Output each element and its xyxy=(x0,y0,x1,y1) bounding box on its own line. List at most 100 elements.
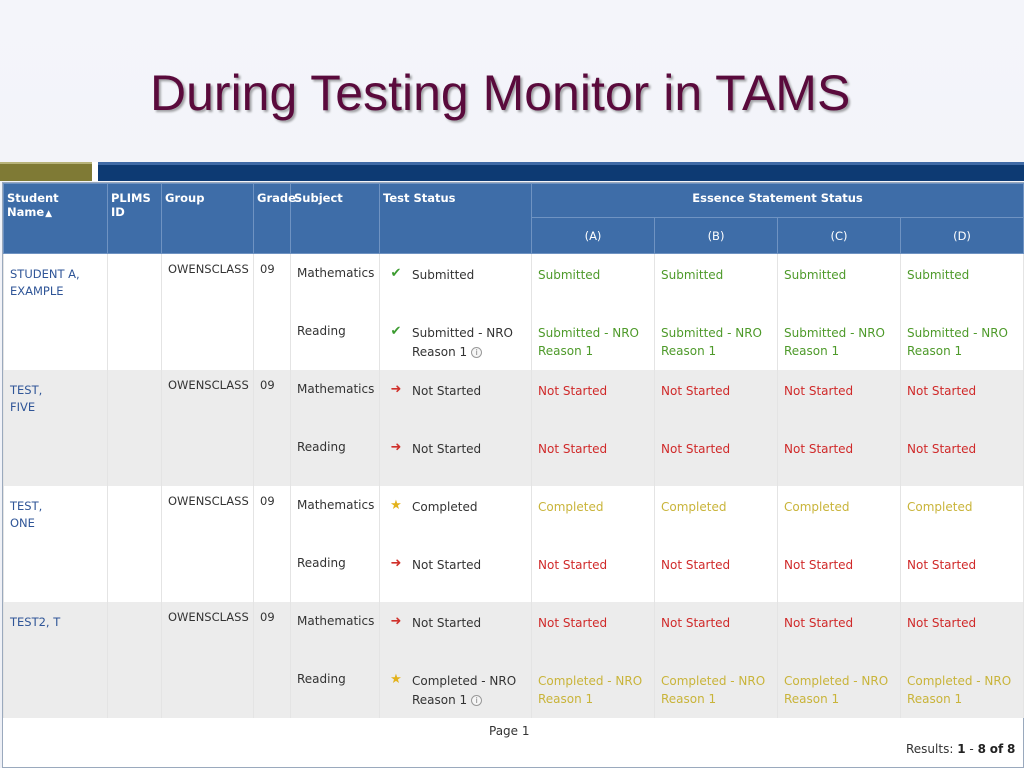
essence-status-cell: Not Started xyxy=(654,369,778,428)
group-cell: OWENSCLASS xyxy=(161,601,254,718)
test-status-cell: ✔ Submitted xyxy=(379,253,532,312)
essence-status-cell: Not Started xyxy=(777,601,901,660)
col-header-essence-d: (D) xyxy=(899,217,1024,254)
essence-status-text: Completed - NRO xyxy=(784,673,889,688)
essence-status-cell: Completed xyxy=(777,485,901,544)
grade-cell: 09 xyxy=(253,253,291,370)
info-icon[interactable]: i xyxy=(471,346,483,358)
subject-cell: Mathematics xyxy=(290,369,380,428)
table-row: Reading ➜ Not Started Not Started Not Starte… xyxy=(4,543,1024,602)
table-row: TEST, FIVE OWENSCLASS 09 Mathematics ➜ Not Sta… xyxy=(3,369,1024,486)
essence-status-text: Not Started xyxy=(538,557,608,572)
col-header-essence-b: (B) xyxy=(654,217,778,254)
essence-status-cell: Submitted - NRO Reason 1 xyxy=(654,311,778,370)
essence-status-text: Submitted xyxy=(907,268,970,282)
arrow-icon: ➜ xyxy=(390,613,402,629)
info-icon[interactable]: i xyxy=(471,694,483,706)
essence-status-reason: Reason 1 xyxy=(907,343,963,358)
subject-cell: Mathematics xyxy=(290,485,380,544)
essence-status-text: Not Started xyxy=(661,615,731,630)
essence-status-cell: Not Started xyxy=(654,601,778,660)
group-cell: OWENSCLASS xyxy=(161,485,254,602)
sort-ascending-icon[interactable]: ▲ xyxy=(45,209,53,219)
essence-status-cell: Submitted xyxy=(899,253,1024,312)
table-row: Reading ✔ Submitted - NRO Reason 1 i Submitte… xyxy=(4,311,1024,370)
slide-title: During Testing Monitor in TAMS xyxy=(150,65,851,121)
col-header-essence-status: Essence Statement Status xyxy=(530,183,1024,218)
test-status-reason: Reason 1 xyxy=(412,692,468,707)
essence-status-text: Submitted xyxy=(538,268,601,282)
test-status-cell: ➜ Not Started xyxy=(379,601,532,660)
essence-status-cell: Submitted xyxy=(531,253,655,312)
essence-status-text: Not Started xyxy=(907,383,977,398)
essence-status-text: Completed xyxy=(784,499,850,514)
essence-status-cell: Not Started xyxy=(654,543,778,602)
col-header-subject[interactable]: Subject xyxy=(290,183,380,254)
arrow-icon: ➜ xyxy=(390,439,402,455)
star-icon: ★ xyxy=(390,497,402,513)
student-name-link[interactable]: TEST, FIVE xyxy=(3,369,108,486)
title-divider-bar xyxy=(0,162,1024,181)
essence-status-text: Not Started xyxy=(661,441,731,456)
essence-status-cell: Not Started xyxy=(531,543,655,602)
divider-gap xyxy=(92,162,98,181)
student-name-link[interactable]: TEST2, T xyxy=(3,601,108,718)
essence-status-cell: Not Started xyxy=(531,369,655,428)
essence-status-text: Completed xyxy=(907,499,973,514)
col-header-grade[interactable]: Grade xyxy=(253,183,296,254)
essence-status-text: Not Started xyxy=(907,441,977,456)
table-row: TEST2, T OWENSCLASS 09 Mathematics ➜ Not Star… xyxy=(3,601,1024,718)
plims-id-cell xyxy=(107,369,162,486)
col-header-essence-c: (C) xyxy=(777,217,901,254)
student-name-line1[interactable]: TEST2, T xyxy=(10,614,61,629)
student-name-line1[interactable]: TEST, xyxy=(10,382,43,397)
student-name-line2[interactable]: FIVE xyxy=(10,399,36,414)
test-status-text: Not Started xyxy=(412,383,482,398)
subject-cell: Reading xyxy=(290,311,380,370)
table-row: STUDENT A, EXAMPLE OWENSCLASS 09 Mathematics… xyxy=(3,253,1024,370)
essence-status-text: Completed - NRO xyxy=(907,673,1012,688)
essence-status-cell: Not Started xyxy=(777,427,901,486)
essence-status-text: Submitted - NRO xyxy=(538,325,639,340)
student-name-link[interactable]: TEST, ONE xyxy=(3,485,108,602)
test-status-text: Submitted - NRO xyxy=(412,325,513,340)
page-label: Page 1 xyxy=(489,724,530,738)
student-name-line2[interactable]: EXAMPLE xyxy=(10,284,64,298)
essence-status-cell: Not Started xyxy=(899,601,1024,660)
test-status-text: Not Started xyxy=(412,615,482,630)
col-header-plims-id[interactable]: PLIMS ID xyxy=(107,183,162,254)
col-header-group[interactable]: Group xyxy=(161,183,254,254)
subject-cell: Reading xyxy=(290,427,380,486)
test-status-text: Not Started xyxy=(412,441,482,456)
essence-status-text: Not Started xyxy=(538,441,608,456)
plims-id-cell xyxy=(107,253,162,370)
essence-status-cell: Submitted xyxy=(777,253,901,312)
test-status-text: Completed - NRO xyxy=(412,673,517,688)
plims-id-cell xyxy=(107,485,162,602)
subject-cell: Reading xyxy=(290,659,380,718)
table-row: TEST, ONE OWENSCLASS 09 Mathematics ★ Complete… xyxy=(3,485,1024,602)
arrow-icon: ➜ xyxy=(390,381,402,397)
essence-status-cell: Not Started xyxy=(777,543,901,602)
subject-cell: Mathematics xyxy=(290,601,380,660)
essence-status-text: Not Started xyxy=(661,383,731,398)
essence-status-reason: Reason 1 xyxy=(538,343,594,358)
divider-blue-segment xyxy=(98,162,1024,181)
test-status-text: Completed xyxy=(412,499,478,514)
student-name-line2[interactable]: ONE xyxy=(10,515,35,530)
essence-status-text: Not Started xyxy=(784,615,854,630)
student-name-line1[interactable]: TEST, xyxy=(10,498,43,513)
essence-status-reason: Reason 1 xyxy=(661,343,717,358)
student-name-line1[interactable]: STUDENT A, xyxy=(10,267,80,281)
essence-status-reason: Reason 1 xyxy=(661,691,717,706)
check-icon: ✔ xyxy=(390,266,402,281)
col-header-student-name[interactable]: Student Name▲ xyxy=(3,183,108,254)
essence-status-cell: Submitted - NRO Reason 1 xyxy=(531,311,655,370)
student-name-link[interactable]: STUDENT A, EXAMPLE xyxy=(3,253,108,370)
essence-status-text: Not Started xyxy=(907,557,977,572)
test-status-cell: ➜ Not Started xyxy=(379,427,532,486)
essence-status-text: Submitted xyxy=(784,268,847,282)
col-header-test-status[interactable]: Test Status xyxy=(379,183,532,254)
